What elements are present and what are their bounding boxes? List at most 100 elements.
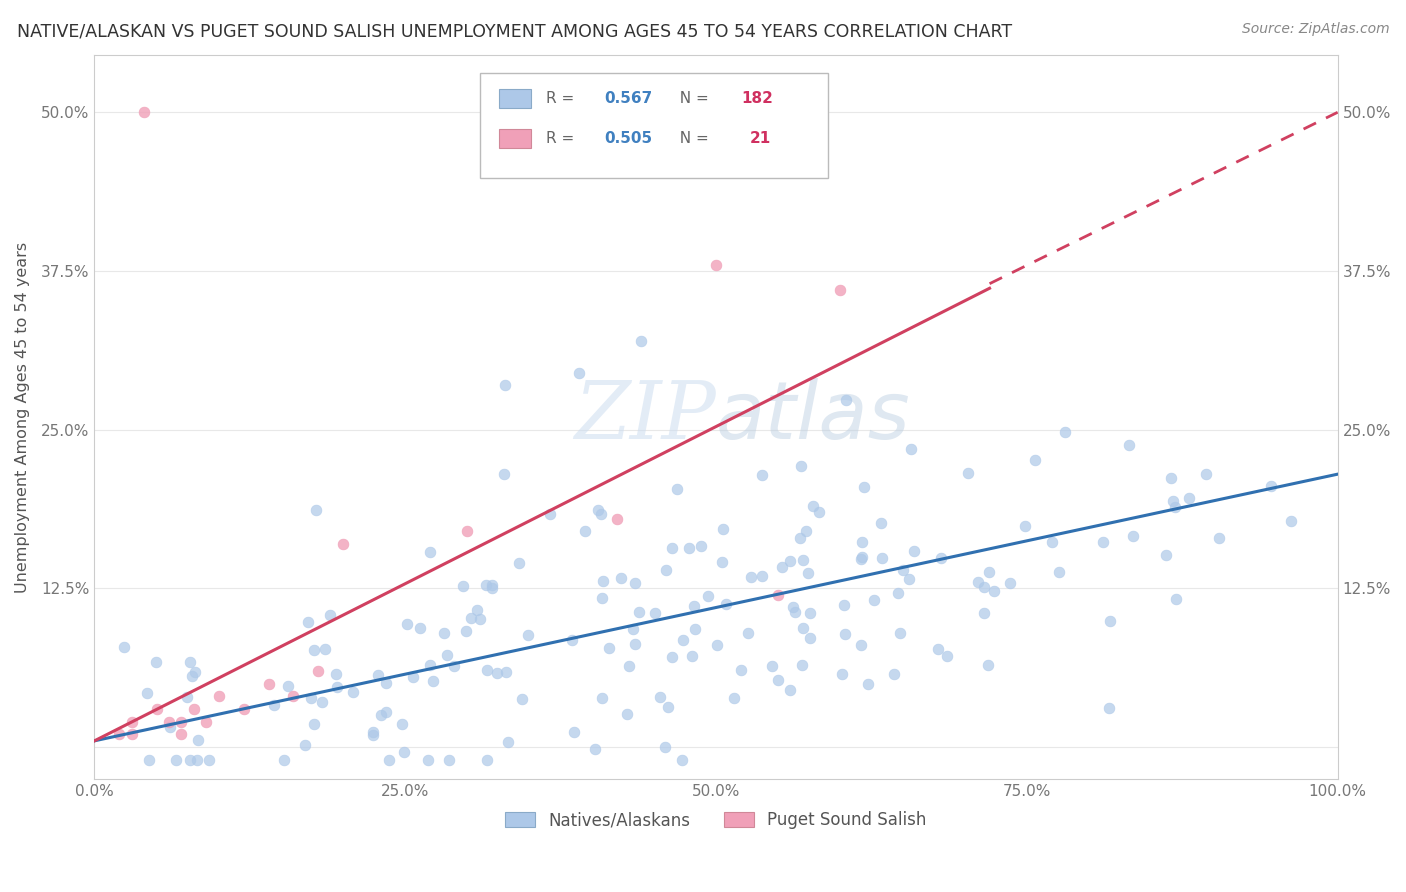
- Point: [789, 531, 811, 545]
- Point: [706, 638, 728, 652]
- Point: [456, 624, 478, 638]
- Point: [470, 612, 492, 626]
- Point: [772, 559, 794, 574]
- Point: [568, 366, 591, 380]
- FancyBboxPatch shape: [499, 129, 531, 148]
- Point: [870, 516, 893, 530]
- Point: [689, 539, 711, 553]
- Point: [208, 690, 231, 704]
- Point: [891, 563, 914, 577]
- Point: [492, 467, 515, 482]
- Point: [654, 740, 676, 755]
- Point: [832, 599, 855, 613]
- Point: [183, 702, 205, 716]
- Point: [903, 544, 925, 558]
- Text: N =: N =: [671, 131, 714, 146]
- Point: [851, 534, 873, 549]
- Point: [481, 578, 503, 592]
- Point: [616, 707, 638, 722]
- Point: [136, 686, 159, 700]
- Point: [621, 622, 644, 636]
- Point: [332, 537, 354, 551]
- Point: [1098, 701, 1121, 715]
- Text: Source: ZipAtlas.com: Source: ZipAtlas.com: [1241, 22, 1389, 37]
- Text: 0.505: 0.505: [605, 131, 652, 146]
- Point: [375, 676, 398, 690]
- Point: [956, 466, 979, 480]
- Point: [785, 605, 807, 619]
- Point: [681, 649, 703, 664]
- Point: [187, 733, 209, 747]
- Point: [678, 541, 700, 555]
- Point: [789, 458, 811, 473]
- Point: [665, 483, 688, 497]
- Point: [1260, 479, 1282, 493]
- FancyBboxPatch shape: [499, 89, 531, 108]
- Point: [644, 606, 666, 620]
- Point: [657, 700, 679, 714]
- Text: NATIVE/ALASKAN VS PUGET SOUND SALISH UNEMPLOYMENT AMONG AGES 45 TO 54 YEARS CORR: NATIVE/ALASKAN VS PUGET SOUND SALISH UNE…: [17, 22, 1012, 40]
- Point: [589, 507, 612, 521]
- Point: [145, 702, 167, 716]
- Point: [409, 621, 432, 635]
- Point: [1208, 531, 1230, 545]
- Point: [561, 633, 583, 648]
- Point: [591, 591, 613, 605]
- Point: [277, 679, 299, 693]
- Point: [872, 551, 894, 566]
- Point: [794, 524, 817, 538]
- Text: R =: R =: [546, 131, 579, 146]
- Point: [883, 667, 905, 681]
- Point: [591, 691, 613, 706]
- Point: [936, 649, 959, 664]
- Point: [443, 659, 465, 673]
- Point: [297, 615, 319, 629]
- Point: [419, 657, 441, 672]
- Legend: Natives/Alaskans, Puget Sound Salish: Natives/Alaskans, Puget Sound Salish: [499, 805, 934, 836]
- Point: [685, 622, 707, 636]
- Point: [779, 683, 801, 698]
- Point: [145, 655, 167, 669]
- Point: [477, 663, 499, 677]
- Point: [475, 753, 498, 767]
- Point: [801, 499, 824, 513]
- Point: [198, 753, 221, 767]
- Point: [1156, 548, 1178, 562]
- Point: [624, 576, 647, 591]
- Point: [766, 673, 789, 687]
- Point: [630, 334, 652, 348]
- Point: [929, 551, 952, 566]
- Point: [1047, 565, 1070, 579]
- Point: [370, 708, 392, 723]
- Point: [232, 702, 254, 716]
- Point: [967, 574, 990, 589]
- Text: atlas: atlas: [716, 378, 911, 456]
- Point: [704, 258, 727, 272]
- Point: [856, 676, 879, 690]
- Point: [661, 649, 683, 664]
- Point: [799, 607, 821, 621]
- Point: [830, 283, 852, 297]
- Point: [342, 685, 364, 699]
- Point: [195, 714, 218, 729]
- Point: [325, 680, 347, 694]
- Y-axis label: Unemployment Among Ages 45 to 54 years: Unemployment Among Ages 45 to 54 years: [15, 242, 30, 592]
- Point: [672, 632, 695, 647]
- Point: [751, 468, 773, 483]
- Point: [779, 554, 801, 568]
- Point: [1014, 518, 1036, 533]
- Point: [610, 571, 633, 585]
- Point: [392, 745, 415, 759]
- Point: [562, 725, 585, 739]
- Point: [170, 714, 193, 729]
- Point: [422, 674, 444, 689]
- Point: [179, 655, 201, 669]
- Point: [723, 691, 745, 706]
- Point: [853, 480, 876, 494]
- Text: ZIP: ZIP: [574, 378, 716, 456]
- Point: [973, 606, 995, 620]
- Point: [834, 627, 856, 641]
- Point: [437, 753, 460, 767]
- FancyBboxPatch shape: [479, 73, 828, 178]
- Point: [796, 566, 818, 581]
